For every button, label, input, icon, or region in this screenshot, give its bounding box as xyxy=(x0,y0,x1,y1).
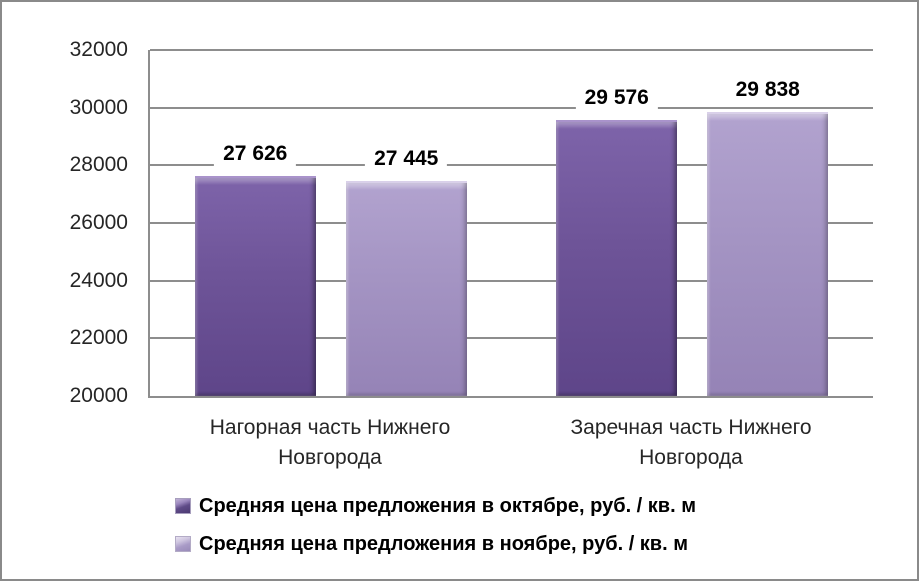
legend-item-november: Средняя цена предложения в ноябре, руб. … xyxy=(175,531,688,557)
y-axis-tick-28000: 28000 xyxy=(69,153,128,177)
legend-label-october: Средняя цена предложения в октябре, руб.… xyxy=(199,494,697,517)
y-axis-tick-26000: 26000 xyxy=(69,211,128,234)
bar-value-label-november-nagornaya: 27 445 xyxy=(365,146,448,173)
gridline-30000 xyxy=(150,106,873,109)
legend-swatch-november-icon xyxy=(175,536,191,552)
gridline-28000 xyxy=(150,164,873,167)
bar-value-label-november-zarechnaya: 29 838 xyxy=(726,77,809,104)
legend-swatch-october-icon xyxy=(175,498,191,514)
bar-value-label-october-nagornaya: 27 626 xyxy=(214,141,297,168)
y-axis-tick-30000: 30000 xyxy=(69,95,128,119)
plot-area: 27 626 29 576 27 445 29 838 xyxy=(148,49,873,398)
category-label-zarechnaya: Заречная часть Нижнего Новгорода xyxy=(570,416,812,469)
y-axis-tick-20000: 20000 xyxy=(69,384,128,407)
bar-october-zarechnaya xyxy=(556,119,678,396)
bar-november-nagornaya xyxy=(345,181,467,396)
bar-november-zarechnaya xyxy=(707,112,829,396)
category-label-nagornaya: Нагорная часть Нижнего Новгорода xyxy=(209,416,451,469)
gridline-24000 xyxy=(150,279,873,282)
y-axis-tick-24000: 24000 xyxy=(69,268,128,292)
gridline-22000 xyxy=(150,337,873,340)
y-axis-tick-32000: 32000 xyxy=(69,38,128,61)
bar-october-nagornaya xyxy=(194,176,316,396)
legend-label-november: Средняя цена предложения в ноябре, руб. … xyxy=(199,532,689,555)
gridline-26000 xyxy=(150,222,873,224)
bar-value-label-october-zarechnaya: 29 576 xyxy=(575,84,658,111)
gridline-32000 xyxy=(150,49,873,51)
y-axis-tick-22000: 22000 xyxy=(69,326,128,350)
legend-item-october: Средняя цена предложения в октябре, руб.… xyxy=(175,493,696,519)
